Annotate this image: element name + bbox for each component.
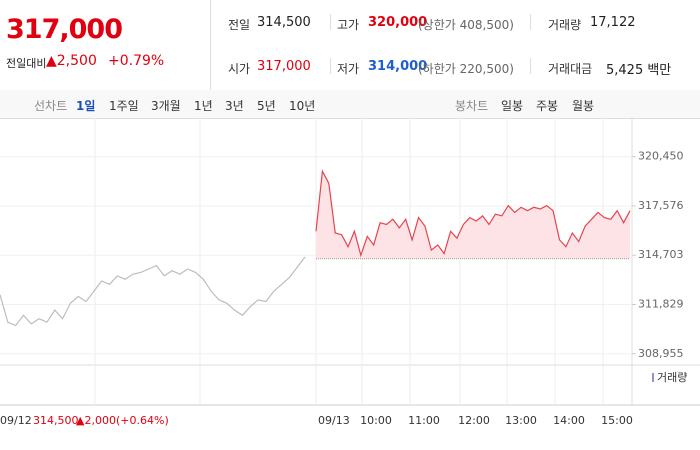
candle-tab[interactable]: 일봉 (501, 99, 524, 113)
period-tab[interactable]: 5년 (257, 99, 276, 113)
stat-value: 320,000 (368, 15, 428, 30)
stat-label: 거래량 (548, 18, 582, 32)
stat-value: 314,000 (368, 59, 428, 74)
x-tick-label: 13:00 (505, 414, 537, 427)
area (316, 171, 630, 259)
y-tick-label: 314,703 (638, 248, 684, 261)
period-tab[interactable]: 3개월 (151, 99, 181, 113)
price-line (315, 169, 631, 258)
y-tick-label: 311,829 (638, 298, 684, 311)
price: 317,000 (6, 14, 123, 45)
y-tick-label: 317,576 (638, 199, 684, 212)
legend-swatch (652, 373, 654, 382)
x-tick-label: 11:00 (408, 414, 440, 427)
x-tick-label: 12:00 (458, 414, 490, 427)
period-tab[interactable]: 3년 (225, 99, 244, 113)
chart: 308,955 311,829 314,703 317,576 320,450 09/13… (0, 118, 700, 427)
separator (530, 14, 531, 30)
stat-value: 17,122 (590, 15, 636, 30)
period-tab[interactable]: 10년 (289, 99, 316, 113)
separator (330, 14, 331, 30)
stat-label: 거래대금 (548, 62, 593, 76)
annotation: 09/12 (0, 414, 32, 427)
tab-label: 봉차트 (455, 99, 489, 113)
stat-note: (하한가 220,500) (418, 62, 514, 76)
annotation: ▲2,000 (76, 414, 116, 427)
tab-label: 선차트 (34, 99, 68, 113)
x-tick-label: 09/13 (318, 414, 350, 427)
change: ▲2,500 (46, 53, 97, 69)
price-line (0, 256, 306, 327)
annotation: 314,500 (33, 414, 79, 427)
stat-label: 고가 (337, 18, 360, 32)
stat-label: 저가 (337, 62, 360, 76)
volume-label: 거래량 (657, 371, 687, 384)
x-tick-label: 14:00 (553, 414, 585, 427)
stat-label: 시가 (228, 62, 251, 76)
y-tick-label: 308,955 (638, 347, 684, 360)
tab-bar (0, 90, 700, 119)
stat-note: (상한가 408,500) (418, 18, 514, 32)
period-tab[interactable]: 1년 (194, 99, 213, 113)
change-label: 전일대비 (6, 57, 47, 70)
stat-value: 5,425 백만 (606, 63, 672, 78)
period-tab[interactable]: 1일 (76, 99, 96, 113)
separator (530, 58, 531, 74)
period-tab[interactable]: 1주일 (109, 99, 139, 113)
annotation: (+0.64%) (116, 414, 169, 427)
candle-tab[interactable]: 주봉 (536, 99, 559, 113)
separator (330, 58, 331, 74)
change-rate: +0.79% (108, 53, 165, 69)
candle-tab[interactable]: 월봉 (572, 99, 595, 113)
y-tick-label: 320,450 (638, 150, 684, 163)
x-tick-label: 15:00 (601, 414, 633, 427)
x-tick-label: 10:00 (360, 414, 392, 427)
stat-value: 317,000 (257, 59, 311, 74)
divider (210, 0, 211, 90)
stat-value: 314,500 (257, 15, 311, 30)
stat-label: 전일 (228, 18, 251, 32)
